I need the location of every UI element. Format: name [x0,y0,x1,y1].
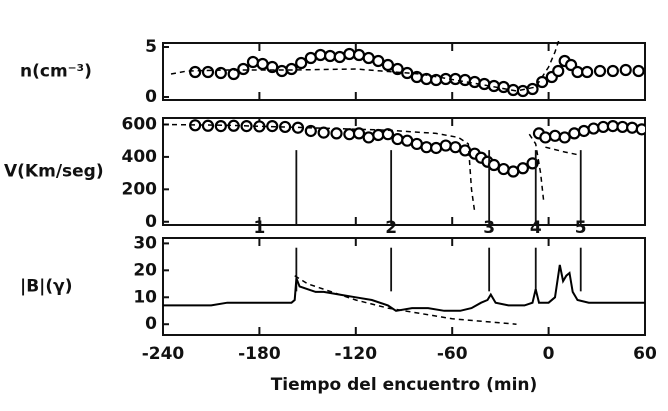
data-point [256,57,269,71]
plot-area [163,264,645,325]
event-label: 2 [385,218,397,238]
x-tick-label: -180 [238,344,281,364]
y-tick-label: 0 [145,87,157,107]
x-tick-label: -60 [437,344,468,364]
y-tick-label: 0 [145,212,157,232]
data-point [507,165,520,178]
data-point [539,131,552,144]
y-tick-label: 20 [133,260,157,280]
y-tick-label: 600 [122,114,158,134]
data-point [626,121,639,134]
data-point [619,63,632,77]
data-point [577,124,591,138]
data-point [372,128,385,142]
plot-area [170,41,645,98]
data-point [606,120,619,133]
data-point [548,129,562,142]
y-tick-label: 400 [122,147,158,167]
data-point [343,128,356,141]
x-axis-label: Tiempo del encuentro (min) [271,375,538,395]
data-point [362,131,375,144]
data-point [593,64,607,78]
panel-frame [162,237,646,336]
data-point [587,122,600,135]
data-point [333,50,346,64]
data-point [526,82,539,96]
x-tick-label: 60 [633,344,657,364]
event-label: 5 [575,218,587,238]
data-point [285,62,298,76]
data-point [275,64,288,78]
y-tick-label: 5 [145,37,157,57]
x-tick-label: -240 [142,344,185,364]
data-point [606,64,619,78]
data-point [317,126,330,139]
data-point [352,48,366,62]
y-tick-label: 0 [145,314,157,334]
model-line [163,123,581,213]
data-point [516,84,529,98]
event-label: 3 [483,218,495,238]
y-axis-label: n(cm⁻³) [20,62,92,82]
panel-frame [162,117,646,226]
data-point [201,65,215,79]
data-point [304,51,317,65]
data-point [478,77,491,91]
model-line [294,275,517,325]
data-point [558,131,571,144]
data-point [597,120,610,134]
y-tick-label: 10 [133,287,157,307]
data-point [330,127,343,140]
data-point [323,49,337,63]
data-point [516,162,529,175]
data-point [632,64,645,78]
event-label: 4 [530,218,542,238]
data-point [487,158,501,172]
data-point [401,134,414,147]
data-point [391,132,404,146]
plot-area [163,119,645,213]
data-point [458,73,472,87]
data-point [568,127,581,140]
data-point [635,123,645,136]
y-tick-label: 30 [133,233,157,253]
data-point [420,141,433,154]
model-line [170,41,560,92]
data-point [343,47,356,61]
y-tick-label: 200 [122,179,158,199]
data-point [497,162,510,176]
data-point [314,48,327,62]
data-point [616,120,629,134]
data-point [372,54,385,68]
panel-frame [162,42,646,101]
data-point [571,65,584,79]
x-tick-label: 0 [543,344,555,364]
data-point [352,127,366,140]
data-point [246,55,260,69]
data-point [381,128,395,141]
data-line [163,264,645,312]
data-point [362,51,375,65]
data-point [214,120,227,133]
data-point [449,141,462,154]
data-point [410,137,423,151]
data-point [227,67,240,81]
data-point [391,62,404,76]
data-point [237,62,250,76]
data-point [581,65,594,79]
data-point [295,56,308,70]
data-point [189,65,202,79]
data-point [552,64,565,78]
data-point [381,58,395,72]
data-point [487,79,501,93]
y-axis-label: |B|(γ) [20,277,73,297]
event-label: 1 [253,218,265,238]
data-point [439,139,452,152]
x-tick-label: -120 [335,344,378,364]
y-axis-label: V(Km/seg) [4,162,104,182]
data-point [497,80,510,94]
data-point [430,141,443,155]
